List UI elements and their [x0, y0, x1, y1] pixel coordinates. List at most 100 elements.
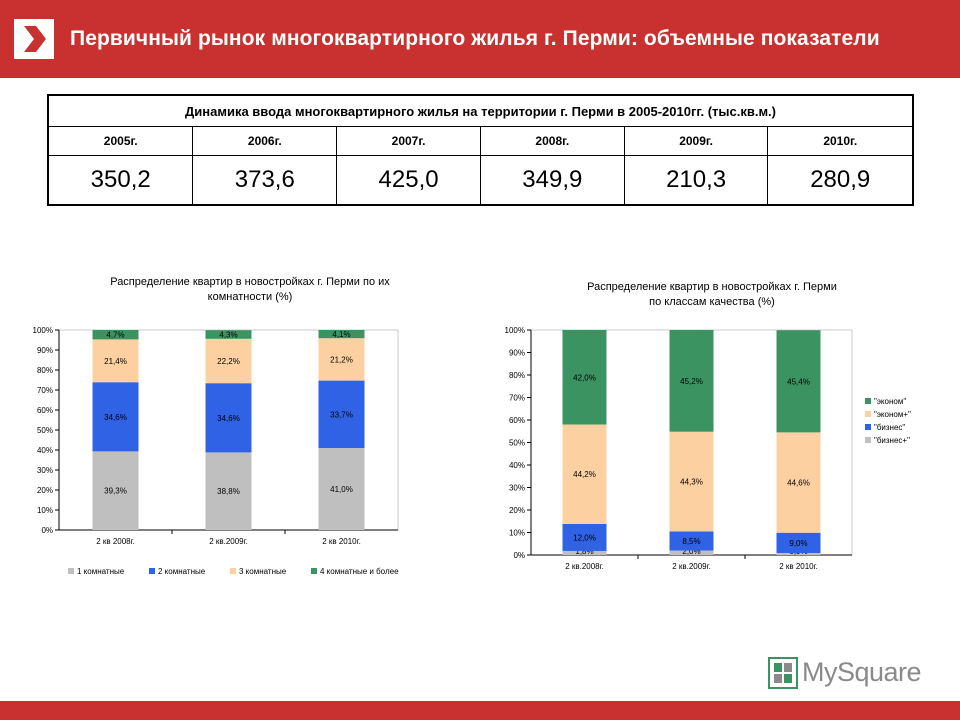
bar-segment	[318, 380, 365, 448]
bar-segment	[562, 523, 607, 551]
y-tick-label: 100%	[505, 326, 525, 335]
data-label: 38,8%	[217, 487, 240, 496]
chevron-logo-icon	[14, 19, 54, 59]
bar-segment	[669, 531, 714, 551]
data-label: 21,2%	[330, 355, 353, 364]
legend-entry: "бизнес+"	[874, 436, 910, 445]
legend-entry: "бизнес"	[874, 423, 905, 432]
y-tick-label: 10%	[37, 506, 53, 515]
data-label: 39,3%	[104, 487, 127, 496]
bar-segment	[92, 382, 139, 452]
table-caption: Динамика ввода многоквартирного жилья на…	[47, 94, 914, 127]
year-cell: 2010г.	[767, 126, 914, 156]
bar-segment	[776, 552, 821, 555]
year-cell: 2008г.	[479, 126, 625, 156]
data-label: 9,0%	[789, 539, 807, 548]
y-tick-label: 60%	[509, 416, 525, 425]
y-tick-label: 20%	[37, 486, 53, 495]
legend-entry: 2 комнатные	[158, 567, 206, 576]
bar-segment	[669, 330, 714, 432]
x-tick-label: 2 кв 2008г.	[96, 537, 135, 546]
year-cell: 2006г.	[192, 126, 338, 156]
y-tick-label: 80%	[509, 371, 525, 380]
x-tick-label: 2 кв.2009г.	[672, 562, 711, 571]
y-tick-label: 30%	[509, 484, 525, 493]
data-label: 8,5%	[682, 537, 700, 546]
year-cell: 2009г.	[623, 126, 769, 156]
chart-title: Распределение квартир в новостройках г. …	[110, 276, 390, 288]
x-tick-label: 2 кв.2008г.	[565, 562, 604, 571]
legend-swatch	[865, 437, 871, 443]
data-label: 44,2%	[573, 470, 596, 479]
bar-segment	[92, 339, 139, 383]
legend-entry: 3 комнатные	[239, 567, 287, 576]
brand-name: MySquare	[802, 657, 922, 687]
data-label: 4,3%	[219, 331, 237, 340]
legend-swatch	[865, 411, 871, 417]
y-tick-label: 50%	[509, 439, 525, 448]
bar-segment	[92, 451, 139, 530]
data-label: 4,1%	[332, 330, 350, 339]
table-row-years: 2005г. 2006г. 2007г. 2008г. 2009г. 2010г…	[47, 126, 914, 156]
y-tick-label: 60%	[37, 406, 53, 415]
legend-swatch	[865, 398, 871, 404]
bar-segment	[205, 338, 252, 384]
legend-entry: 1 комнатные	[77, 567, 125, 576]
value-cell: 349,9	[479, 155, 625, 206]
bar-segment	[318, 338, 365, 381]
data-label: 12,0%	[573, 533, 596, 542]
y-tick-label: 0%	[41, 526, 53, 535]
y-tick-label: 80%	[37, 366, 53, 375]
y-tick-label: 10%	[509, 529, 525, 538]
bar-segment	[562, 330, 607, 425]
legend-swatch	[149, 568, 155, 574]
value-cell: 280,9	[767, 155, 914, 206]
legend-swatch	[230, 568, 236, 574]
data-label: 2,0%	[682, 547, 700, 556]
bar-segment	[776, 532, 821, 553]
bar-segment	[205, 452, 252, 530]
mysquare-mark-icon	[768, 657, 798, 689]
data-label: 44,6%	[787, 479, 810, 488]
bar-segment	[669, 550, 714, 555]
chart-title: Распределение квартир в новостройках г. …	[587, 281, 837, 293]
bar-segment	[562, 424, 607, 524]
legend-swatch	[865, 424, 871, 430]
chart-title: по классам качества (%)	[649, 296, 775, 308]
bar-segment	[92, 330, 139, 340]
year-cell: 2007г.	[336, 126, 481, 156]
value-cell: 350,2	[47, 155, 194, 206]
bar-segment	[318, 330, 365, 339]
y-tick-label: 100%	[33, 326, 53, 335]
data-label: 1,8%	[575, 547, 593, 556]
value-cell: 373,6	[192, 155, 338, 206]
brand-logo: MySquare	[768, 655, 928, 695]
x-tick-label: 2 кв 2010г.	[322, 537, 361, 546]
page-title: Первичный рынок многоквартирного жилья г…	[70, 27, 880, 50]
bar-segment	[205, 383, 252, 453]
y-tick-label: 70%	[509, 394, 525, 403]
header-bar: Первичный рынок многоквартирного жилья г…	[0, 0, 960, 78]
legend-swatch	[68, 568, 74, 574]
bar-segment	[318, 448, 365, 530]
y-tick-label: 30%	[37, 466, 53, 475]
data-label: 21,4%	[104, 357, 127, 366]
data-label: 45,2%	[680, 377, 703, 386]
data-label: 33,7%	[330, 410, 353, 419]
legend-swatch	[311, 568, 317, 574]
data-label: 22,2%	[217, 357, 240, 366]
y-tick-label: 50%	[37, 426, 53, 435]
value-cell: 425,0	[336, 155, 481, 206]
data-label: 34,6%	[104, 413, 127, 422]
y-tick-label: 90%	[37, 346, 53, 355]
legend-entry: 4 комнатные и более	[320, 567, 399, 576]
x-tick-label: 2 кв.2009г.	[209, 537, 248, 546]
legend-entry: "эконом"	[874, 397, 906, 406]
bar-segment	[562, 550, 607, 555]
y-tick-label: 70%	[37, 386, 53, 395]
y-tick-label: 20%	[509, 506, 525, 515]
volume-table: Динамика ввода многоквартирного жилья на…	[47, 94, 914, 206]
year-cell: 2005г.	[47, 126, 194, 156]
